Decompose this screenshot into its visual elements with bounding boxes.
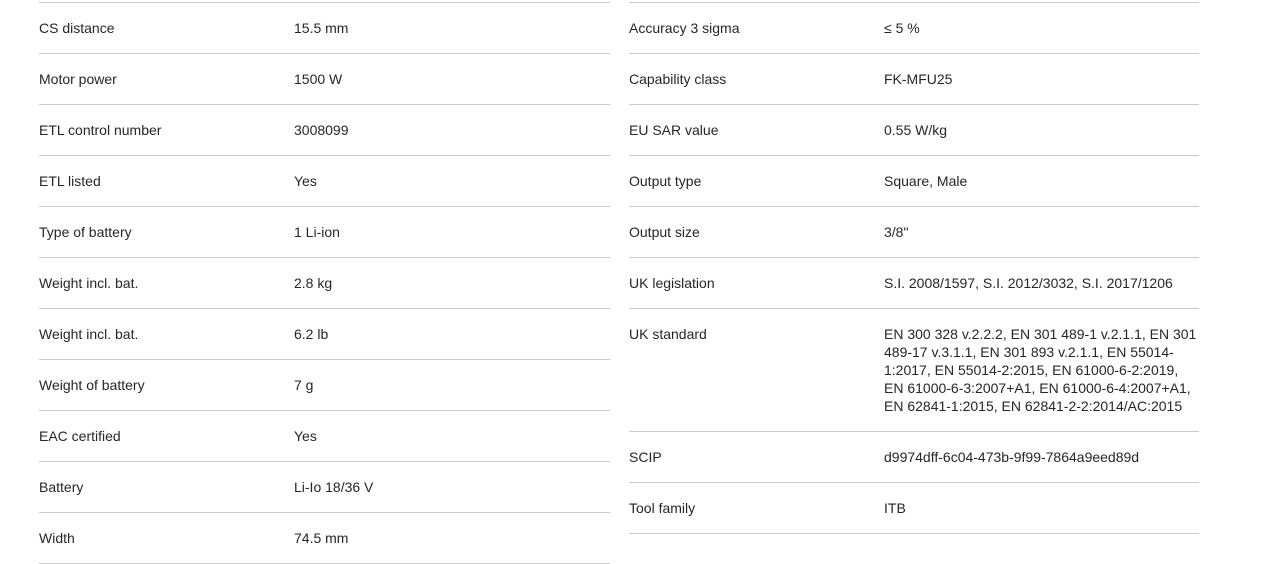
spec-label: CS distance xyxy=(39,20,115,36)
spec-label: Weight incl. bat. xyxy=(39,275,139,291)
spec-label: Weight of battery xyxy=(39,377,145,393)
spec-row: Motor power 1500 W xyxy=(39,53,610,104)
spec-label: Output size xyxy=(629,224,700,240)
spec-value: 1500 W xyxy=(294,71,343,87)
spec-row: ETL listed Yes xyxy=(39,155,610,206)
spec-row: Type of battery 1 Li-ion xyxy=(39,206,610,257)
spec-row: Weight incl. bat. 6.2 lb xyxy=(39,308,610,359)
spec-label: Output type xyxy=(629,173,702,189)
spec-value: Li-Io 18/36 V xyxy=(294,479,374,495)
spec-label: Capability class xyxy=(629,71,727,87)
spec-row: Weight incl. bat. 2.8 kg xyxy=(39,257,610,308)
spec-row: CS distance 15.5 mm xyxy=(39,2,610,53)
spec-value: FK-MFU25 xyxy=(884,71,953,87)
spec-label: SCIP xyxy=(629,449,662,465)
spec-value: Yes xyxy=(294,173,317,189)
spec-row: Width 74.5 mm xyxy=(39,512,610,564)
spec-value: S.I. 2008/1597, S.I. 2012/3032, S.I. 201… xyxy=(884,275,1173,291)
spec-label: ETL listed xyxy=(39,173,101,189)
spec-label: Motor power xyxy=(39,71,117,87)
spec-value: 7 g xyxy=(294,377,314,393)
spec-value: Yes xyxy=(294,428,317,444)
spec-row: Battery Li-Io 18/36 V xyxy=(39,461,610,512)
spec-row: EU SAR value 0.55 W/kg xyxy=(629,104,1199,155)
spec-value: 74.5 mm xyxy=(294,530,349,546)
spec-value: 3008099 xyxy=(294,122,349,138)
spec-label: Width xyxy=(39,530,75,546)
spec-value: ≤ 5 % xyxy=(884,20,920,36)
spec-row: UK legislation S.I. 2008/1597, S.I. 2012… xyxy=(629,257,1199,308)
spec-row: SCIP d9974dff-6c04-473b-9f99-7864a9eed89… xyxy=(629,431,1199,482)
spec-row: Capability class FK-MFU25 xyxy=(629,53,1199,104)
spec-label: ETL control number xyxy=(39,122,162,138)
spec-value: Square, Male xyxy=(884,173,968,189)
spec-label: Tool family xyxy=(629,500,696,516)
spec-value: 6.2 lb xyxy=(294,326,329,342)
spec-label: UK standard xyxy=(629,326,707,342)
spec-label: UK legislation xyxy=(629,275,715,291)
spec-label: Battery xyxy=(39,479,84,495)
spec-row: Weight of battery 7 g xyxy=(39,359,610,410)
spec-label: Weight incl. bat. xyxy=(39,326,139,342)
spec-label: Type of battery xyxy=(39,224,132,240)
spec-value: 2.8 kg xyxy=(294,275,333,291)
spec-row: EAC certified Yes xyxy=(39,410,610,461)
spec-value: d9974dff-6c04-473b-9f99-7864a9eed89d xyxy=(884,449,1140,465)
spec-row: Output type Square, Male xyxy=(629,155,1199,206)
spec-value: ITB xyxy=(884,500,906,516)
spec-table-left: CS distance 15.5 mm Motor power 1500 W E… xyxy=(39,2,610,564)
spec-value: 3/8" xyxy=(884,224,909,240)
spec-row: Accuracy 3 sigma ≤ 5 % xyxy=(629,2,1199,53)
spec-label: EAC certified xyxy=(39,428,121,444)
spec-label: EU SAR value xyxy=(629,122,719,138)
spec-table-right: Accuracy 3 sigma ≤ 5 % Capability class … xyxy=(629,2,1199,534)
spec-value: 1 Li-ion xyxy=(294,224,340,240)
spec-value: EN 300 328 v.2.2.2, EN 301 489-1 v.2.1.1… xyxy=(884,326,1197,414)
spec-row: Tool family ITB xyxy=(629,482,1199,534)
spec-row: Output size 3/8" xyxy=(629,206,1199,257)
spec-value: 0.55 W/kg xyxy=(884,122,948,138)
spec-value: 15.5 mm xyxy=(294,20,349,36)
spec-row: UK standard EN 300 328 v.2.2.2, EN 301 4… xyxy=(629,308,1199,431)
spec-row: ETL control number 3008099 xyxy=(39,104,610,155)
spec-label: Accuracy 3 sigma xyxy=(629,20,740,36)
